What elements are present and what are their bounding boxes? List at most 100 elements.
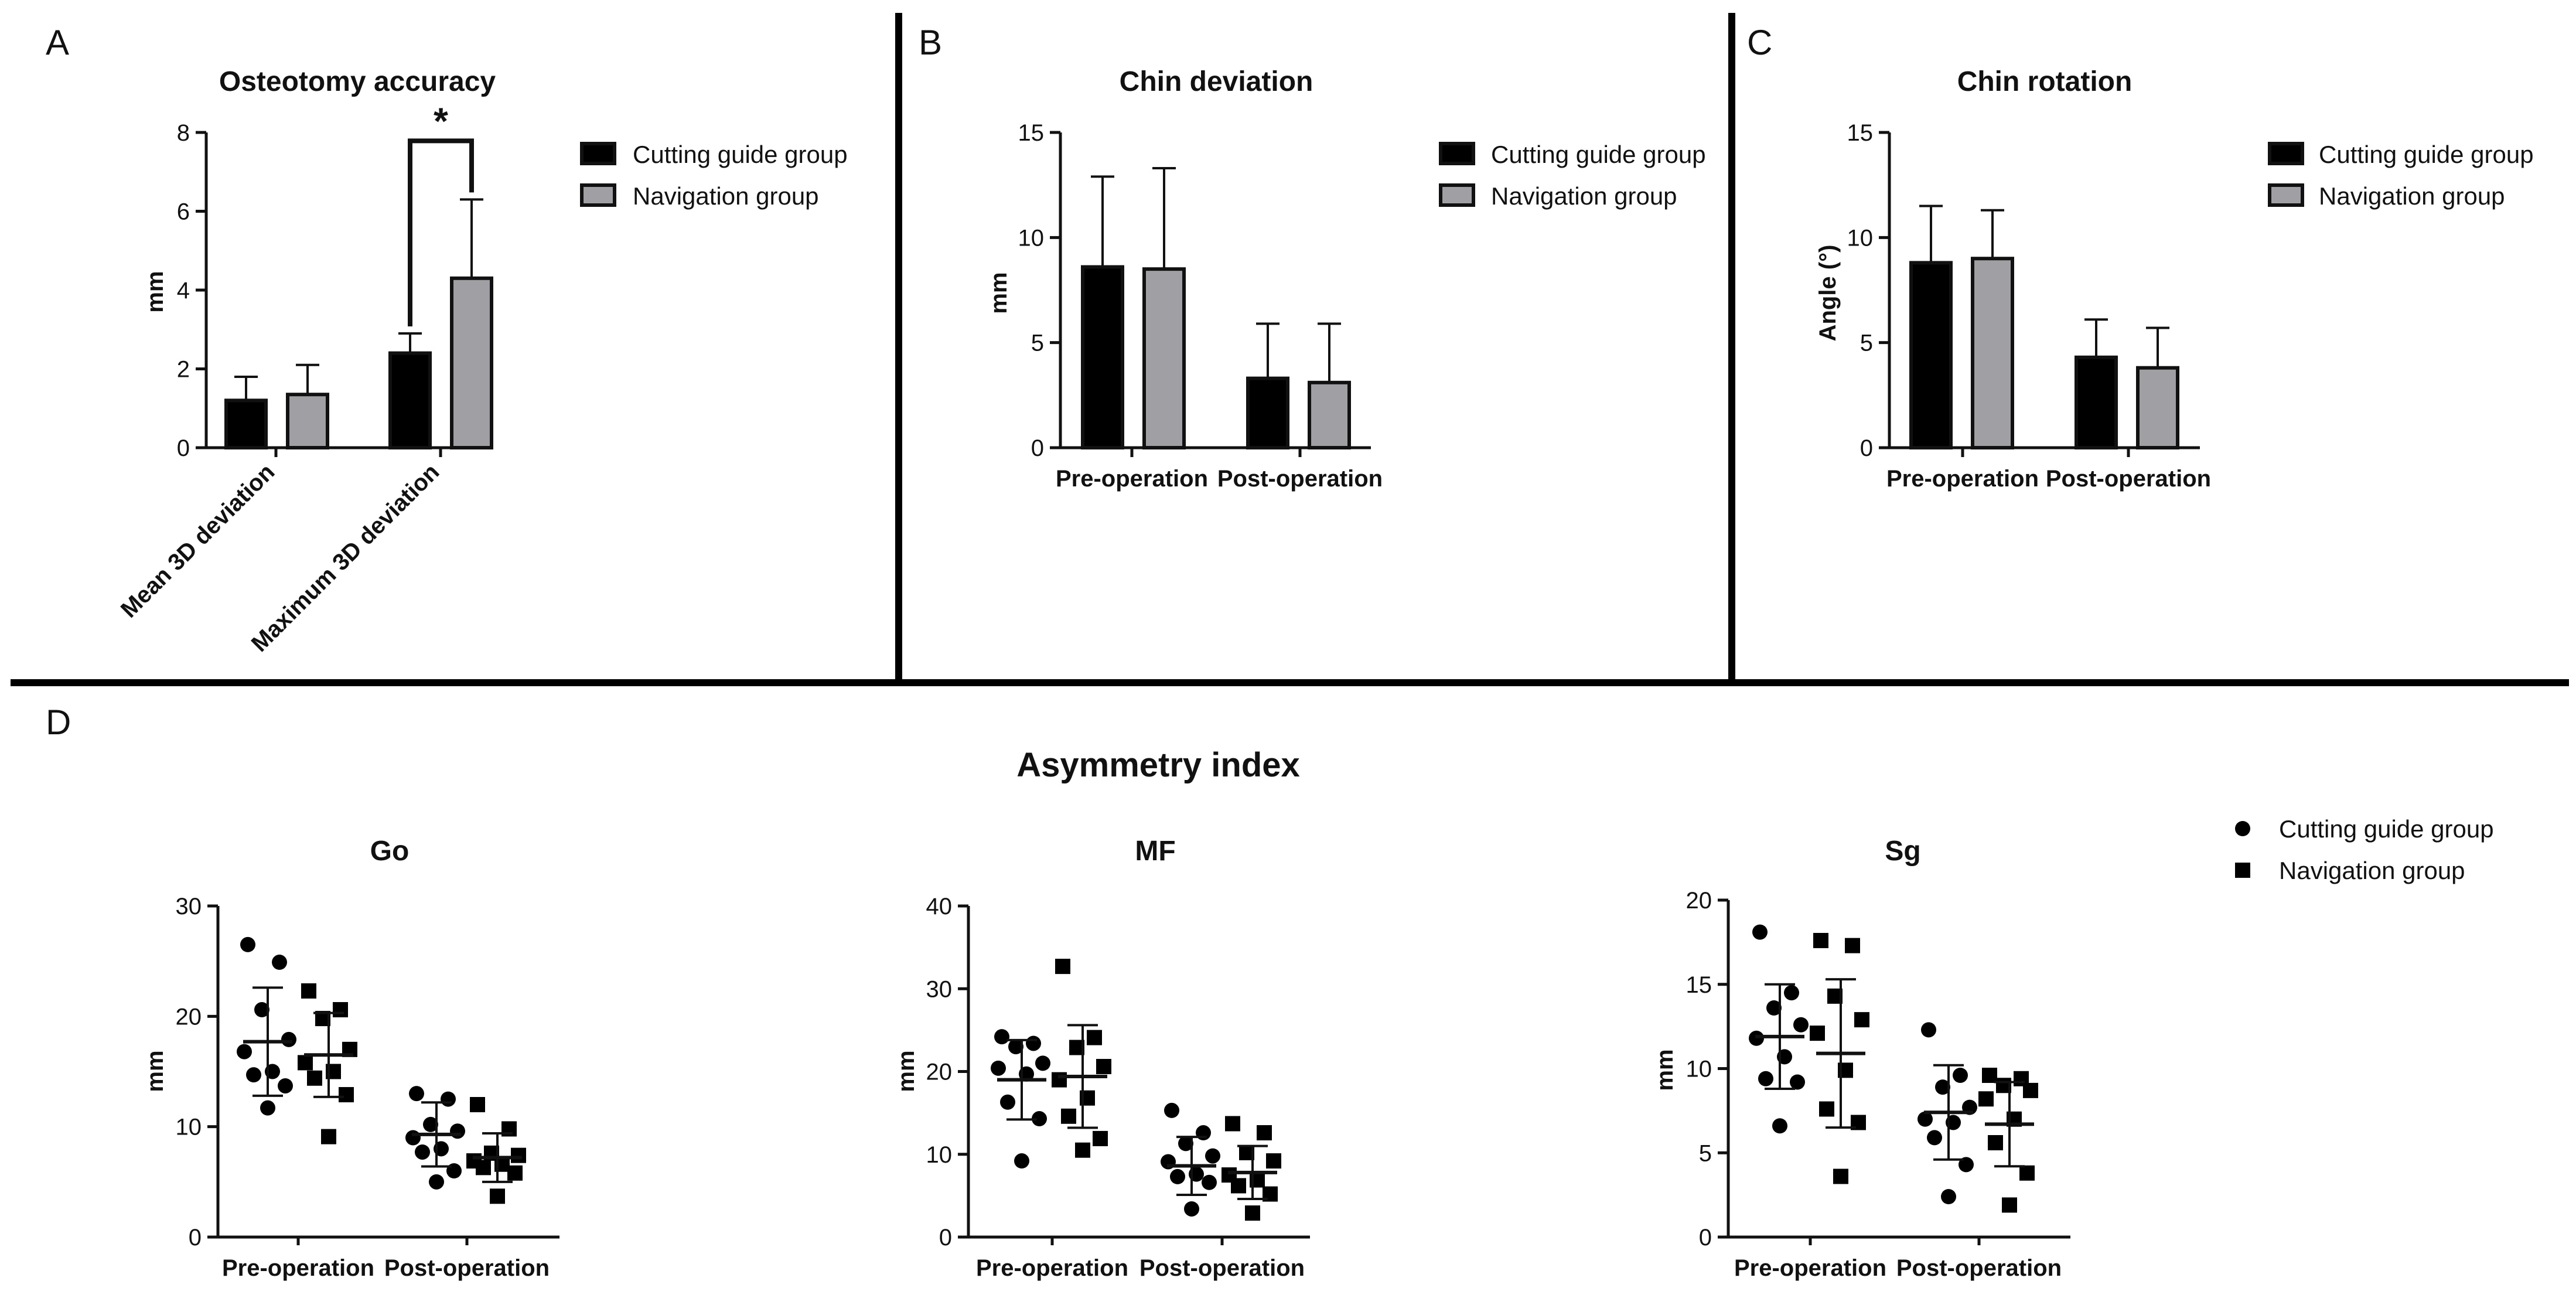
point-cutting-guide-group-post-operation <box>450 1123 465 1139</box>
point-navigation-group-post-operation <box>507 1165 523 1181</box>
legend: Cutting guide group Navigation group <box>580 141 848 210</box>
legend-swatch-cutting-guide <box>1439 142 1475 165</box>
panel-letter-d: D <box>46 703 71 742</box>
point-navigation-group-pre-operation <box>1810 1026 1825 1041</box>
point-cutting-guide-group-pre-operation <box>240 936 255 952</box>
y-axis-label: mm <box>142 1050 168 1092</box>
y-tick-label: 2 <box>177 357 190 383</box>
y-tick-label: 0 <box>1031 435 1044 461</box>
point-cutting-guide-group-post-operation <box>1935 1079 1950 1095</box>
y-axis-label: mm <box>142 271 168 312</box>
y-tick-label: 0 <box>1699 1225 1712 1251</box>
point-cutting-guide-group-post-operation <box>1205 1148 1220 1164</box>
point-navigation-group-pre-operation <box>1854 1012 1869 1028</box>
y-tick-label: 6 <box>177 199 190 225</box>
bar-navigation-group-maximum-3d-deviation <box>450 276 493 449</box>
point-cutting-guide-group-pre-operation <box>1784 985 1799 1001</box>
point-navigation-group-post-operation <box>1257 1125 1272 1141</box>
legend-swatch-navigation <box>2268 183 2304 207</box>
point-navigation-group-pre-operation <box>1813 933 1828 948</box>
legend: Cutting guide group Navigation group <box>2268 141 2534 210</box>
bar-navigation-group-mean-3d-deviation <box>286 393 329 450</box>
point-cutting-guide-group-post-operation <box>1953 1068 1968 1083</box>
bar-cutting-guide-group-pre-operation <box>1909 261 1953 449</box>
point-navigation-group-pre-operation <box>298 1055 313 1071</box>
category-label-post-operation: Post-operation <box>384 1255 550 1281</box>
point-cutting-guide-group-pre-operation <box>281 1031 296 1047</box>
point-cutting-guide-group-post-operation <box>1164 1102 1179 1118</box>
y-tick-label: 8 <box>177 120 190 146</box>
y-tick-label: 10 <box>926 1142 953 1168</box>
point-cutting-guide-group-post-operation <box>1202 1174 1217 1190</box>
chart-sg: Sg mm 0 5 10 15 20 Pre-operation Post-operatio… <box>1652 815 2494 1281</box>
legend-label-cutting-guide: Cutting guide group <box>2279 815 2494 843</box>
chart-title: Chin deviation <box>1120 66 1313 97</box>
point-cutting-guide-group-pre-operation <box>278 1078 293 1093</box>
point-cutting-guide-group-post-operation <box>415 1144 430 1160</box>
bar-navigation-group-post-operation <box>1308 380 1351 450</box>
point-navigation-group-post-operation <box>1988 1135 2003 1150</box>
y-tick-label: 4 <box>177 278 190 304</box>
point-cutting-guide-group-pre-operation <box>1772 1118 1787 1134</box>
category-label-post-operation: Post-operation <box>1139 1255 1305 1281</box>
y-tick-label: 10 <box>1686 1057 1712 1082</box>
point-navigation-group-post-operation <box>1245 1205 1260 1221</box>
bar-cutting-guide-group-post-operation <box>1246 376 1289 450</box>
point-cutting-guide-group-post-operation <box>441 1091 456 1107</box>
category-label-pre-operation: Pre-operation <box>1056 466 1208 492</box>
y-tick-label: 20 <box>176 1004 202 1030</box>
legend-marker-navigation <box>2235 863 2250 878</box>
point-cutting-guide-group-pre-operation <box>1032 1111 1047 1127</box>
legend: Cutting guide group Navigation group <box>2235 815 2494 884</box>
y-tick-label: 0 <box>189 1225 202 1251</box>
y-tick-label: 10 <box>1018 225 1045 251</box>
y-axis-label: mm <box>1652 1049 1678 1091</box>
legend-label-navigation: Navigation group <box>1491 182 1677 210</box>
point-navigation-group-pre-operation <box>1052 1072 1067 1088</box>
chart-title: MF <box>1135 836 1175 867</box>
chart-title: Chin rotation <box>1957 66 2133 97</box>
point-navigation-group-pre-operation <box>1096 1059 1111 1075</box>
legend: Cutting guide group Navigation group <box>1439 141 1706 210</box>
bar-cutting-guide-group-mean-3d-deviation <box>224 398 268 449</box>
point-cutting-guide-group-post-operation <box>1178 1136 1193 1151</box>
chart-title: Go <box>370 836 410 867</box>
chart-title: Osteotomy accuracy <box>219 66 496 97</box>
point-cutting-guide-group-post-operation <box>423 1116 438 1132</box>
point-cutting-guide-group-pre-operation <box>1790 1074 1805 1090</box>
bar-cutting-guide-group-pre-operation <box>1081 265 1124 449</box>
point-cutting-guide-group-pre-operation <box>1014 1153 1029 1169</box>
point-navigation-group-pre-operation <box>1845 938 1860 953</box>
point-cutting-guide-group-post-operation <box>1959 1157 1974 1173</box>
point-navigation-group-pre-operation <box>321 1129 336 1144</box>
y-tick-label: 10 <box>1847 225 1874 251</box>
panel-letter-c: C <box>1747 23 1772 62</box>
significance-bracket <box>408 138 474 326</box>
point-cutting-guide-group-pre-operation <box>254 1002 269 1018</box>
legend-swatch-cutting-guide <box>580 142 616 165</box>
y-tick-label: 0 <box>1860 435 1873 461</box>
legend-swatch-cutting-guide <box>2268 142 2304 165</box>
category-label-mean-3d-deviation: Mean 3D deviation <box>116 459 279 622</box>
y-tick-label: 20 <box>926 1059 953 1085</box>
bar-navigation-group-post-operation <box>2136 366 2179 449</box>
bar-navigation-group-pre-operation <box>1971 257 2014 449</box>
legend-label-navigation: Navigation group <box>2279 857 2465 884</box>
point-navigation-group-post-operation <box>2023 1082 2038 1098</box>
point-cutting-guide-group-pre-operation <box>1766 1000 1782 1016</box>
point-navigation-group-pre-operation <box>1819 1101 1834 1117</box>
y-tick-label: 5 <box>1031 331 1044 356</box>
y-tick-label: 15 <box>1847 120 1874 146</box>
point-cutting-guide-group-post-operation <box>1941 1189 1956 1204</box>
y-axis-label: mm <box>986 272 1012 314</box>
point-navigation-group-pre-operation <box>1087 1030 1102 1045</box>
y-tick-label: 5 <box>1860 331 1873 356</box>
bar-navigation-group-pre-operation <box>1142 267 1186 449</box>
point-cutting-guide-group-pre-operation <box>272 955 287 970</box>
y-tick-label: 30 <box>926 976 953 1002</box>
chart-chin-rotation: Chin rotation Angle (°) 0 5 10 15 Pre-operat… <box>1815 66 2534 492</box>
point-cutting-guide-group-pre-operation <box>237 1044 252 1059</box>
point-cutting-guide-group-pre-operation <box>994 1029 1009 1045</box>
point-cutting-guide-group-post-operation <box>1184 1201 1199 1217</box>
